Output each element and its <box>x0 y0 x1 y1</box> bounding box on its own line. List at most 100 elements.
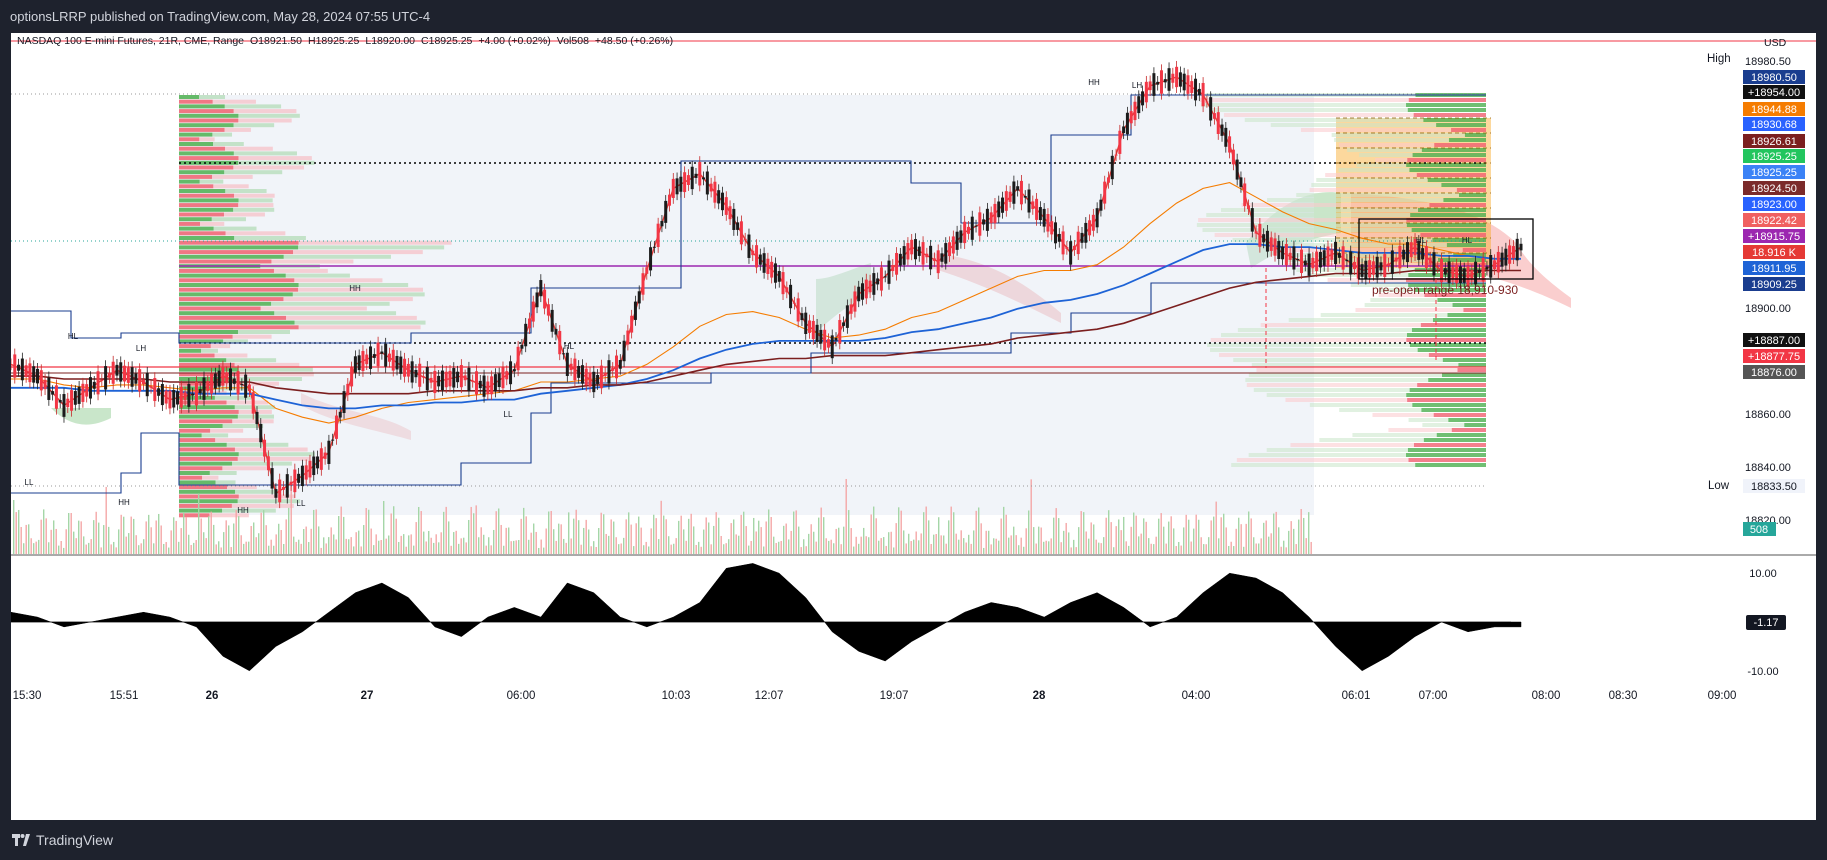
candle-body <box>39 370 43 391</box>
volume-bar <box>835 528 837 554</box>
vp-bar <box>1418 208 1486 212</box>
vp-bar <box>298 240 452 245</box>
vp-bar <box>238 160 315 165</box>
vp-bar <box>1352 433 1437 437</box>
volume-bar <box>790 530 792 554</box>
candle-body <box>1205 101 1209 103</box>
volume-bar <box>373 545 375 554</box>
price-label: +18954.00 <box>1743 85 1805 99</box>
ma-series <box>10 76 1522 495</box>
volume-bar <box>1063 530 1065 554</box>
volume-bar <box>895 523 897 554</box>
volume-bar <box>355 532 357 554</box>
candle-body <box>323 452 327 459</box>
vp-bar <box>213 226 257 231</box>
vp-bar <box>224 170 283 175</box>
volume-bar <box>650 528 652 554</box>
volume-bar <box>170 530 172 554</box>
volume-bar <box>615 537 617 554</box>
volume-bar <box>173 517 175 554</box>
volume-bar <box>893 547 895 554</box>
volume-bar <box>1108 510 1110 554</box>
volume-bar <box>188 534 190 554</box>
candle-body <box>671 178 675 198</box>
volume-bar <box>1170 516 1172 554</box>
candle-body <box>554 328 558 335</box>
volume-bar <box>398 541 400 554</box>
candle-body <box>823 329 827 351</box>
vp-bar <box>234 447 308 452</box>
volume-bar <box>83 536 85 554</box>
volume-bar <box>253 522 255 554</box>
candle-body <box>1125 112 1129 135</box>
price-label: 18.916 K <box>1743 245 1805 259</box>
session-low-label: 18833.50 <box>1743 479 1805 493</box>
candle-body <box>357 355 361 371</box>
price-chart[interactable]: 10.00 -10.00 -1.17 18980.50 18900.00 18860.0… <box>9 33 1816 820</box>
vp-bar <box>179 292 293 297</box>
price-label: +18877.75 <box>1743 349 1805 363</box>
vp-bar <box>1463 308 1486 312</box>
volume-bar <box>1100 543 1102 554</box>
volume-bar <box>863 527 865 554</box>
swing-label: HL <box>564 342 575 351</box>
candle-body <box>596 374 600 384</box>
volume-bar <box>823 517 825 554</box>
vp-bar <box>1300 128 1452 132</box>
volume-bar <box>315 509 317 554</box>
volume-bar <box>1198 519 1200 554</box>
tradingview-logo[interactable]: TradingView <box>12 832 113 848</box>
vp-bar <box>179 400 227 405</box>
volume-bar <box>263 510 265 554</box>
candle-body <box>198 389 202 394</box>
volume-bar <box>285 519 287 554</box>
volume-bar <box>610 519 612 554</box>
vp-bar <box>1448 138 1486 142</box>
vp-bar <box>179 137 200 142</box>
vp-bar <box>1237 328 1412 332</box>
candle-body <box>864 279 868 299</box>
candle-body <box>308 460 312 478</box>
candle-body <box>675 178 679 195</box>
vp-bar <box>1248 373 1442 377</box>
vp-bar <box>179 156 239 161</box>
vp-bar <box>223 212 265 217</box>
volume-bar <box>150 527 152 554</box>
candle-body <box>1072 245 1076 250</box>
vp-bar <box>1245 378 1429 382</box>
volume-bar <box>1023 546 1025 554</box>
volume-bar <box>203 532 205 554</box>
volume-bar <box>720 535 722 554</box>
volume-bar <box>1265 520 1267 554</box>
candle-body <box>1481 257 1485 282</box>
candle-body <box>660 220 664 227</box>
candle-body <box>925 253 929 258</box>
volume-bar <box>768 509 770 554</box>
volume-bar <box>55 528 57 554</box>
vp-bar <box>179 189 226 193</box>
candle-body <box>615 355 619 379</box>
volume-bar <box>750 540 752 554</box>
candle-body <box>304 465 308 480</box>
candle-body <box>1307 253 1311 276</box>
volume-bar <box>68 513 70 554</box>
volume-bar <box>1190 541 1192 554</box>
vp-bar <box>179 362 235 367</box>
volume-bar <box>930 543 932 554</box>
time-tick: 07:00 <box>1419 690 1448 702</box>
volume-bar <box>693 526 695 554</box>
currency-label[interactable]: USD <box>1764 37 1787 49</box>
volume-bar <box>1025 528 1027 554</box>
chart-frame[interactable]: 10.00 -10.00 -1.17 18980.50 18900.00 18860.0… <box>9 33 1816 820</box>
vp-bar <box>1220 208 1419 212</box>
vp-bar <box>298 325 421 330</box>
price-label-text: 18925.25 <box>1751 167 1797 179</box>
candle-body <box>1337 253 1341 258</box>
candle-body <box>1194 78 1198 101</box>
candle-body <box>845 305 849 328</box>
candle-body <box>618 360 622 369</box>
vp-bar <box>179 311 275 316</box>
volume-bar <box>1088 538 1090 554</box>
candle-body <box>88 377 92 399</box>
volume-bar <box>1238 517 1240 554</box>
